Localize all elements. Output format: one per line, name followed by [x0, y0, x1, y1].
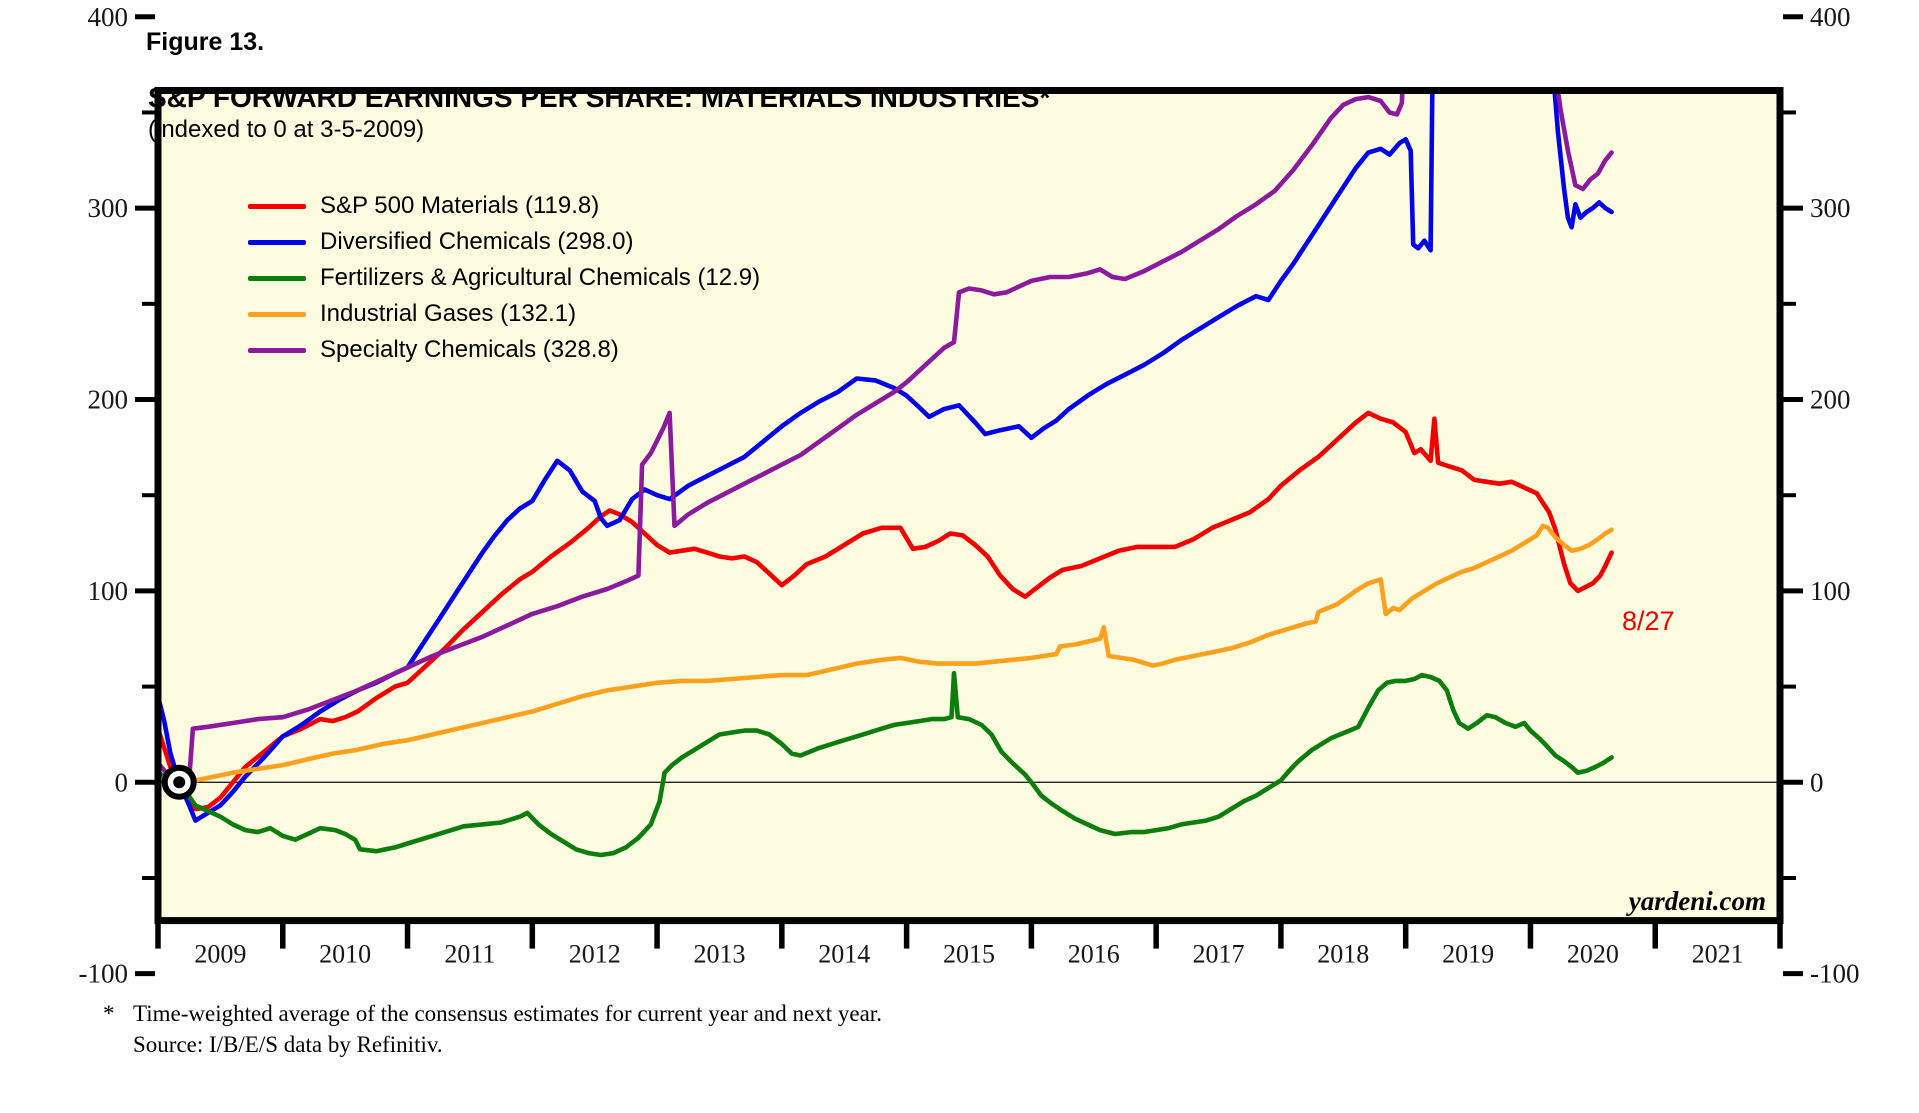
- chart-title: S&P FORWARD EARNINGS PER SHARE: MATERIAL…: [148, 82, 1051, 113]
- legend-swatch: [248, 275, 306, 281]
- x-tick-label: 2011: [444, 940, 495, 969]
- x-tick-label: 2021: [1692, 940, 1744, 969]
- y-tick-label-right: 0: [1810, 767, 1824, 797]
- legend-swatch: [248, 347, 306, 353]
- x-tick-label: 2014: [818, 940, 870, 969]
- latest-date-annotation: 8/27: [1622, 606, 1675, 636]
- legend-swatch: [248, 239, 306, 245]
- x-axis: 2009 2010 2011 2012 2013 2014 2015 2016 2017 2018…: [155, 923, 1783, 969]
- x-tick-label: 2015: [943, 940, 995, 969]
- x-tick-label: 2018: [1317, 940, 1369, 969]
- series-line-diversified-chemicals: [158, 90, 1614, 823]
- x-tick-label: 2016: [1068, 940, 1120, 969]
- x-tick-label: 2012: [569, 940, 621, 969]
- x-tick-label: 2017: [1193, 940, 1245, 969]
- legend-swatch: [248, 311, 306, 317]
- legend-label: Diversified Chemicals (298.0): [320, 228, 634, 255]
- watermark-yardeni: yardeni.com: [1628, 886, 1766, 916]
- y-tick-label-left: 400: [88, 2, 129, 32]
- legend-swatch: [248, 203, 306, 209]
- series-line-s-p-500-materials: [158, 410, 1614, 812]
- series-line-specialty-chemicals: [158, 90, 1614, 785]
- y-tick-label-right: 100: [1810, 576, 1851, 606]
- series-lines: [158, 90, 1614, 858]
- index-origin-marker: [161, 764, 197, 800]
- y-tick-label-left: 100: [88, 576, 129, 606]
- figure-label: Figure 13.: [146, 28, 265, 56]
- x-tick-label: 2020: [1567, 940, 1619, 969]
- y-tick-label-left: 0: [115, 767, 129, 797]
- x-tick-label: 2009: [194, 940, 246, 969]
- legend-label: Specialty Chemicals (328.8): [320, 336, 619, 363]
- chart-legend: S&P 500 Materials (119.8) Diversified Che…: [248, 188, 760, 368]
- footnote-line2: Source: I/B/E/S data by Refinitiv.: [133, 1032, 443, 1057]
- series-line-industrial-gases: [158, 523, 1614, 785]
- y-tick-label-left: 200: [88, 385, 129, 415]
- legend-item-3: Industrial Gases (132.1): [248, 296, 760, 332]
- y-tick-label-right: 300: [1810, 193, 1851, 223]
- chart-subtitle: (indexed to 0 at 3-5-2009): [148, 116, 425, 143]
- legend-label: Fertilizers & Agricultural Chemicals (12…: [320, 264, 761, 291]
- y-tick-label-right: 200: [1810, 385, 1851, 415]
- y-axis: -100-10000100100200200300300400400500500: [79, 2, 1860, 989]
- legend-item-2: Fertilizers & Agricultural Chemicals (12…: [248, 260, 760, 296]
- legend-item-0: S&P 500 Materials (119.8): [248, 188, 760, 224]
- legend-label: S&P 500 Materials (119.8): [320, 192, 600, 219]
- legend-item-4: Specialty Chemicals (328.8): [248, 332, 760, 368]
- legend-label: Industrial Gases (132.1): [320, 300, 577, 327]
- y-tick-label-right: 400: [1810, 2, 1851, 32]
- x-tick-label: 2019: [1442, 940, 1494, 969]
- legend-item-1: Diversified Chemicals (298.0): [248, 224, 760, 260]
- y-tick-label-left: -100: [79, 959, 129, 989]
- footnote-asterisk: *: [103, 1001, 115, 1026]
- y-tick-label-right: -100: [1810, 959, 1860, 989]
- x-tick-label: 2010: [319, 940, 371, 969]
- footnote-line1: Time-weighted average of the consensus e…: [133, 1001, 882, 1026]
- x-tick-label: 2013: [693, 940, 745, 969]
- plot-frame: [154, 87, 1784, 925]
- series-line-fertilizers-agricultural-chemicals: [158, 670, 1614, 858]
- footnote: * Time-weighted average of the consensus…: [103, 998, 882, 1060]
- y-tick-label-left: 300: [88, 193, 129, 223]
